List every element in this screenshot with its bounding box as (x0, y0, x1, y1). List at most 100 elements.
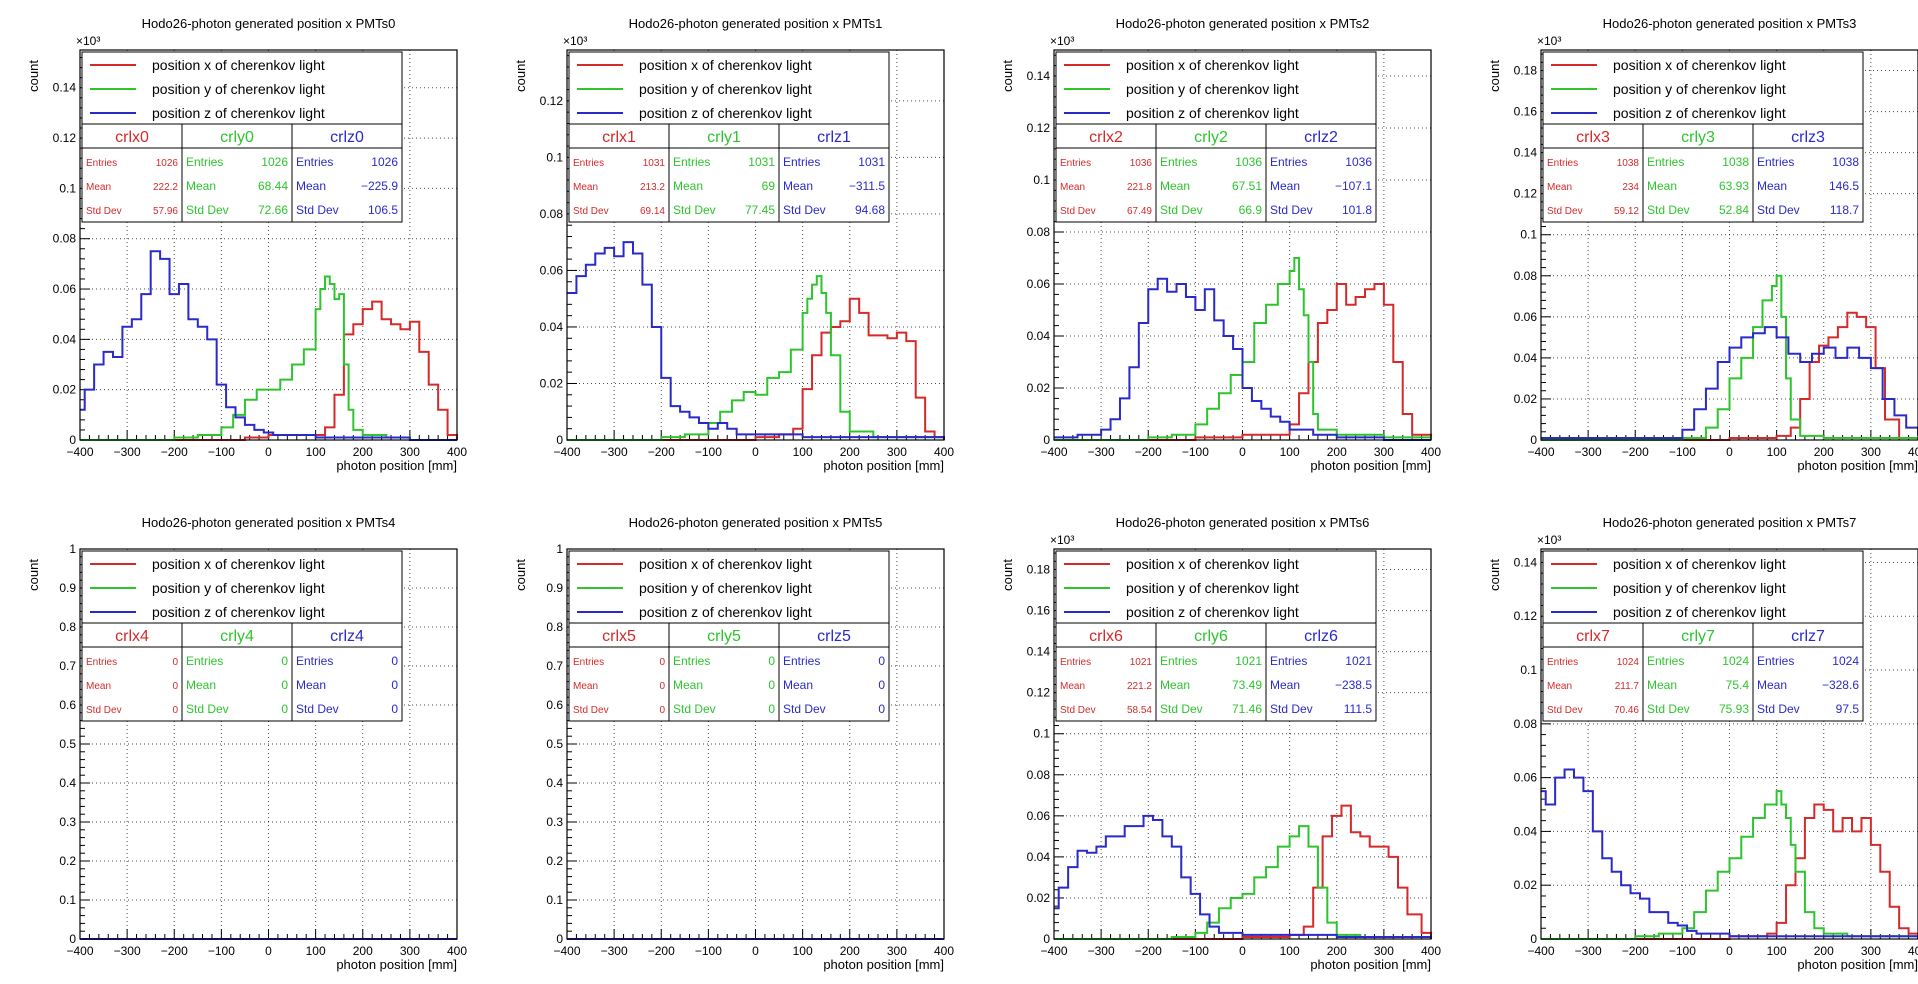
x-axis-label: photon position [mm] (823, 458, 944, 473)
x-tick-label: −200 (648, 944, 675, 958)
stats-label: Std Dev (1160, 702, 1203, 716)
legend-label: position x of cherenkov light (639, 57, 812, 73)
stats-value: 0 (768, 702, 775, 716)
x-tick-label: 0 (265, 445, 272, 459)
stats-value: 0 (391, 654, 398, 668)
stats-name: crlx3 (1576, 129, 1610, 146)
stats-label: Std Dev (1060, 705, 1096, 716)
stats-box (668, 622, 780, 722)
series-line-position-x-of-cherenkov-light (1054, 283, 1432, 441)
y-exponent-label: ×10³ (1050, 34, 1074, 48)
stats-value: 94.68 (855, 203, 885, 217)
y-tick-label: 0.02 (1027, 381, 1051, 395)
stats-value: 68.44 (258, 179, 288, 193)
stats-label: Entries (296, 155, 333, 169)
y-tick-label: 0.06 (1514, 771, 1538, 785)
x-tick-label: 100 (793, 944, 813, 958)
stats-label: Entries (1757, 654, 1794, 668)
stats-value: 77.45 (745, 203, 775, 217)
stats-label: Mean (673, 179, 703, 193)
stats-label: Std Dev (573, 206, 609, 217)
stats-value: 106.5 (368, 203, 398, 217)
x-tick-label: 200 (1327, 445, 1347, 459)
stats-value: 67.49 (1127, 206, 1152, 217)
stats-value: 59.12 (1614, 206, 1639, 217)
stats-box (291, 622, 403, 722)
stats-value: 0 (281, 678, 288, 692)
x-tick-label: 100 (306, 944, 326, 958)
stats-value: −328.6 (1822, 678, 1859, 692)
stats-value: 0 (391, 678, 398, 692)
x-axis-label: photon position [mm] (1797, 458, 1918, 473)
y-tick-label: 0.18 (1514, 64, 1538, 78)
stats-value: 111.5 (1344, 702, 1373, 716)
x-tick-label: 400 (447, 445, 467, 459)
x-tick-label: 0 (1239, 944, 1246, 958)
y-tick-label: 0.04 (1027, 329, 1051, 343)
stats-box (778, 123, 890, 223)
stats-label: Mean (1547, 182, 1572, 193)
series-line-position-z-of-cherenkov-light (1054, 814, 1432, 939)
y-tick-label: 0.16 (1027, 604, 1051, 618)
y-tick-label: 0.08 (1027, 768, 1051, 782)
chart-title: Hodo26-photon generated position x PMTs4 (142, 515, 396, 530)
stats-label: Entries (1270, 654, 1307, 668)
x-tick-label: −200 (1622, 944, 1649, 958)
series-line-position-x-of-cherenkov-light (1541, 803, 1918, 940)
stats-label: Mean (186, 179, 216, 193)
stats-label: Entries (186, 654, 223, 668)
y-tick-label: 0 (69, 433, 76, 447)
x-tick-label: 300 (1861, 944, 1881, 958)
y-tick-label: 0.04 (1514, 351, 1538, 365)
stats-label: Mean (783, 179, 813, 193)
x-tick-label: −400 (553, 944, 580, 958)
stats-label: Entries (573, 158, 604, 169)
y-tick-label: 0.1 (546, 893, 563, 907)
stats-label: Entries (1160, 155, 1197, 169)
stats-value: 0 (172, 657, 178, 668)
x-tick-label: −300 (1088, 944, 1115, 958)
stats-value: 1026 (261, 155, 288, 169)
x-tick-label: 0 (1726, 944, 1733, 958)
y-tick-label: 0.8 (546, 620, 563, 634)
x-tick-label: 300 (887, 944, 907, 958)
stats-label: Mean (186, 678, 216, 692)
stats-label: Std Dev (1647, 203, 1690, 217)
stats-name: crlx7 (1576, 628, 1610, 645)
stats-label: Std Dev (1757, 702, 1800, 716)
y-tick-label: 0.1 (1520, 663, 1537, 677)
x-tick-label: −100 (695, 944, 722, 958)
legend-label: position x of cherenkov light (152, 556, 325, 572)
plot-frame (566, 548, 945, 940)
chart-panel-4: Hodo26-photon generated position x PMTs4… (26, 515, 467, 972)
y-tick-label: 0 (1043, 932, 1050, 946)
stats-value: −311.5 (849, 179, 885, 193)
stats-box (1752, 622, 1864, 722)
stats-label: Std Dev (86, 705, 122, 716)
stats-value: 75.4 (1726, 678, 1750, 692)
stats-value: 213.2 (640, 182, 665, 193)
x-tick-label: −100 (1669, 445, 1696, 459)
y-tick-label: 0.7 (59, 659, 76, 673)
stats-label: Std Dev (673, 203, 716, 217)
y-tick-label: 0.9 (546, 581, 563, 595)
x-tick-label: 400 (1421, 944, 1441, 958)
y-tick-label: 0.12 (53, 131, 77, 145)
x-tick-label: 0 (1726, 445, 1733, 459)
stats-name: crlx2 (1089, 129, 1123, 146)
stats-box (568, 123, 670, 223)
y-tick-label: 0.06 (1027, 809, 1051, 823)
stats-label: Mean (86, 681, 111, 692)
stats-label: Mean (673, 678, 703, 692)
stats-name: crly4 (220, 628, 254, 645)
x-tick-label: 0 (265, 944, 272, 958)
stats-value: 1036 (1235, 155, 1262, 169)
stats-name: crly6 (1194, 628, 1228, 645)
x-tick-label: 200 (840, 944, 860, 958)
stats-name: crlz3 (1791, 129, 1825, 146)
stats-label: Std Dev (573, 705, 609, 716)
stats-box (778, 622, 890, 722)
stats-value: 0 (172, 681, 178, 692)
x-tick-label: −100 (1182, 944, 1209, 958)
chart-panel-0: Hodo26-photon generated position x PMTs0… (26, 16, 467, 473)
